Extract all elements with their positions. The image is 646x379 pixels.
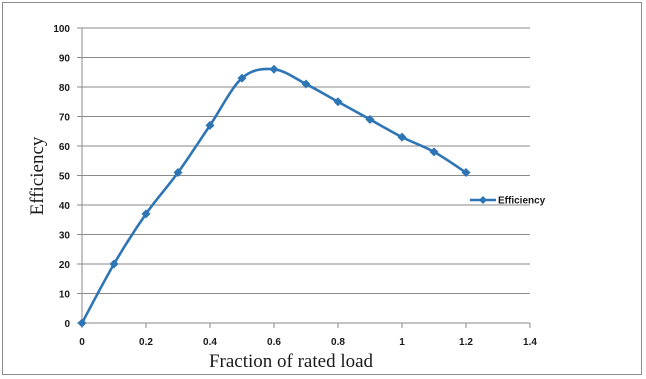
x-tick-label: 0 xyxy=(79,337,85,348)
y-tick-label: 50 xyxy=(59,172,71,183)
y-tick-label: 20 xyxy=(59,260,71,271)
y-tick-label: 30 xyxy=(59,231,71,242)
data-point xyxy=(461,168,471,178)
data-point xyxy=(397,132,407,142)
legend-label: Efficiency xyxy=(498,196,546,207)
x-tick-label: 0.4 xyxy=(203,337,217,348)
series-efficiency xyxy=(77,64,471,328)
y-tick-label: 70 xyxy=(59,113,71,124)
y-tick-label: 100 xyxy=(53,24,70,35)
x-tick-label: 0.2 xyxy=(139,337,153,348)
y-tick-label: 40 xyxy=(59,201,71,212)
data-point xyxy=(301,79,311,89)
x-tick-label: 1.4 xyxy=(523,337,537,348)
y-tick-label: 0 xyxy=(64,319,70,330)
y-axis-label: Efficiency xyxy=(27,136,48,215)
legend-marker xyxy=(479,196,487,204)
data-point xyxy=(205,120,215,130)
legend: Efficiency xyxy=(470,196,546,207)
data-point xyxy=(141,209,151,219)
data-point xyxy=(365,114,375,124)
data-point xyxy=(333,97,343,107)
x-tick-label: 0.8 xyxy=(331,337,345,348)
data-point xyxy=(77,318,87,328)
x-tick-label: 1.2 xyxy=(459,337,473,348)
data-point xyxy=(237,73,247,83)
x-tick-labels: 0 0.2 0.4 0.6 0.8 1 1.2 1.4 xyxy=(79,337,537,348)
chart-frame xyxy=(2,2,642,375)
y-tick-labels: 0 10 20 30 40 50 60 70 80 90 100 xyxy=(53,24,70,330)
data-point xyxy=(109,259,119,269)
x-tick-label: 1 xyxy=(399,337,405,348)
data-point xyxy=(269,64,279,74)
data-point xyxy=(429,147,439,157)
x-axis-label: Fraction of rated load xyxy=(209,351,374,372)
series-line xyxy=(80,67,467,324)
x-tick-label: 0.6 xyxy=(267,337,281,348)
axes xyxy=(77,27,531,328)
y-tick-label: 90 xyxy=(59,54,71,65)
grid-lines xyxy=(82,27,530,294)
y-tick-label: 80 xyxy=(59,83,71,94)
y-tick-label: 60 xyxy=(59,142,71,153)
data-point xyxy=(173,168,183,178)
y-tick-label: 10 xyxy=(59,290,71,301)
